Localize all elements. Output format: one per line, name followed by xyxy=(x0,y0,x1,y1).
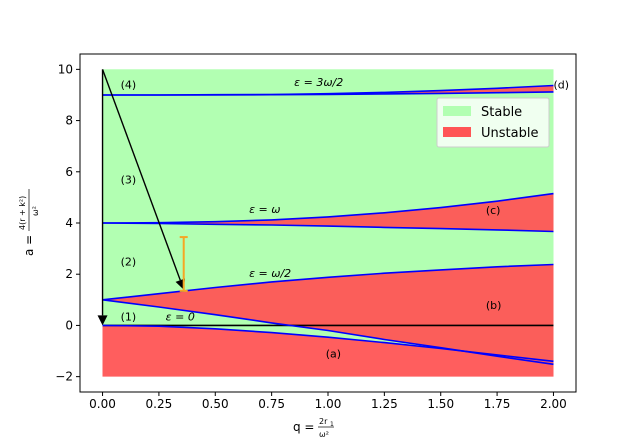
legend-swatch-stable xyxy=(443,106,471,116)
y-axis-label-den: ω² xyxy=(31,206,40,216)
stable-top-fill xyxy=(102,69,554,95)
chart-labels: (4) (3) (2) (1) (d) (c) (b) (a) ε = 0 ε = ω/2 ε = … xyxy=(121,76,569,361)
unstable-region-b-fill xyxy=(102,264,554,365)
y-tick-label-0: −2 xyxy=(55,370,73,384)
x-tick-label-0: 0.00 xyxy=(89,397,116,411)
curve-a_upper_eps3 xyxy=(102,84,554,96)
legend: Stable Unstable xyxy=(436,97,550,148)
y-tick-label-3: 4 xyxy=(65,216,73,230)
curve-a_lower_eps1 xyxy=(102,299,554,366)
region-annotation-5: (c) xyxy=(486,204,501,217)
x-tick-label-5: 1.25 xyxy=(371,397,398,411)
x-tick-label-7: 1.75 xyxy=(484,397,511,411)
boundary-curves xyxy=(102,84,554,366)
y-tick-label-4: 6 xyxy=(65,165,73,179)
x-axis-label-num: 2r xyxy=(319,417,328,426)
curve-a_upper_eps1 xyxy=(102,263,554,301)
epsilon-label-1: ε = ω/2 xyxy=(249,267,291,280)
y-tick-label-6: 10 xyxy=(58,62,73,76)
x-tick-label-6: 1.50 xyxy=(427,397,454,411)
region-annotation-3: (1) xyxy=(121,310,137,323)
x-tick-label-8: 2.00 xyxy=(540,397,567,411)
epsilon-label-3: ε = 3ω/2 xyxy=(294,76,343,89)
region-annotation-6: (b) xyxy=(486,299,502,312)
curve-a_upper_eps2 xyxy=(102,192,554,224)
y-axis-label-main: a = xyxy=(22,235,36,256)
y-tick-label-1: 0 xyxy=(65,318,73,332)
epsilon-label-2: ε = ω xyxy=(249,203,280,216)
curve-a_lower_eps2 xyxy=(102,222,554,233)
region-annotation-0: (4) xyxy=(121,79,137,92)
x-tick-label-4: 1.00 xyxy=(315,397,342,411)
x-axis-label-main: q = xyxy=(293,420,315,434)
epsilon-label-0: ε = 0 xyxy=(166,310,195,323)
arrow-head-1 xyxy=(175,278,185,290)
region-annotation-7: (a) xyxy=(326,348,341,361)
arrow-head-0 xyxy=(97,315,108,326)
region-annotation-4: (d) xyxy=(553,79,569,92)
x-tick-label-1: 0.25 xyxy=(146,397,173,411)
axes: 0.00 0.25 0.50 0.75 1.00 1.25 1.50 1.75 2.00 −2 0 2… xyxy=(55,53,577,411)
arrow-shaft-1 xyxy=(101,69,181,281)
unstable-region-a-fill xyxy=(102,325,554,377)
y-tick-label-5: 8 xyxy=(65,114,73,128)
x-axis-label: q = 2r 1 ω² xyxy=(293,417,334,439)
legend-swatch-unstable xyxy=(443,127,471,137)
legend-label-stable: Stable xyxy=(481,105,522,120)
y-tick-label-2: 2 xyxy=(65,267,73,281)
legend-label-unstable: Unstable xyxy=(481,126,538,141)
x-axis-label-num-sub: 1 xyxy=(330,421,334,428)
region-annotation-2: (2) xyxy=(121,255,137,268)
y-axis-label: a = 4(r + k²) ω² xyxy=(18,189,40,256)
y-axis-label-num: 4(r + k²) xyxy=(18,196,27,230)
chart-marks xyxy=(97,69,188,326)
x-tick-label-3: 0.75 xyxy=(258,397,285,411)
x-axis-label-den: ω² xyxy=(319,430,329,439)
region-annotation-1: (3) xyxy=(121,173,137,186)
x-tick-label-2: 0.50 xyxy=(202,397,229,411)
